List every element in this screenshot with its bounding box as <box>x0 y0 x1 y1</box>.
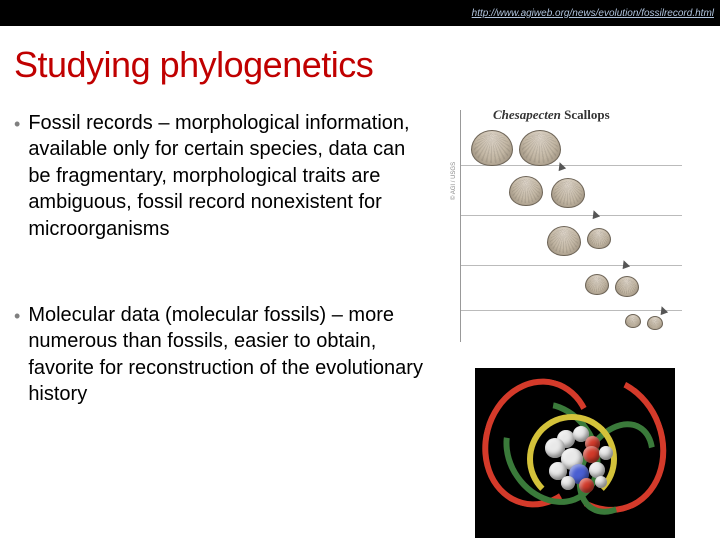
shell-icon <box>615 276 639 297</box>
top-bar: http://www.agiweb.org/news/evolution/fos… <box>0 0 720 26</box>
content-area: • Fossil records – morphological informa… <box>0 110 720 538</box>
bullet-text: Molecular data (molecular fossils) – mor… <box>28 302 430 408</box>
source-link[interactable]: http://www.agiweb.org/news/evolution/fos… <box>472 8 714 19</box>
bullet-marker-icon: • <box>14 305 20 329</box>
stratum-line <box>461 215 682 216</box>
stratum-line <box>461 310 682 311</box>
arrow-icon <box>556 161 566 171</box>
bullet-text: Fossil records – morphological informati… <box>28 110 430 242</box>
atom-icon <box>599 446 613 460</box>
scallop-figure-title: Chesapecten Scallops <box>493 107 610 123</box>
shell-icon <box>587 228 611 249</box>
scallop-figure: Chesapecten Scallops © AGI / USGS <box>460 110 690 342</box>
scallop-title-italic: Chesapecten <box>493 107 561 122</box>
shell-icon <box>625 314 641 328</box>
slide-title: Studying phylogenetics <box>14 44 720 86</box>
shell-icon <box>551 178 585 208</box>
atom-icon <box>579 478 594 493</box>
stratum-line <box>461 265 682 266</box>
image-column: Chesapecten Scallops © AGI / USGS <box>430 110 720 538</box>
arrow-icon <box>590 209 600 219</box>
figure-credit: © AGI / USGS <box>451 162 457 200</box>
arrow-icon <box>658 305 668 315</box>
bullet-item: • Fossil records – morphological informa… <box>14 110 430 242</box>
bullet-item: • Molecular data (molecular fossils) – m… <box>14 302 430 408</box>
atom-icon <box>583 446 600 463</box>
shell-icon <box>509 176 543 206</box>
shell-icon <box>647 316 663 330</box>
protein-figure <box>475 368 675 538</box>
shell-icon <box>471 130 513 166</box>
shell-icon <box>547 226 581 256</box>
bullet-marker-icon: • <box>14 113 20 137</box>
atom-icon <box>595 476 607 488</box>
shell-icon <box>585 274 609 295</box>
scallop-title-rest: Scallops <box>561 107 610 122</box>
atom-icon <box>561 476 575 490</box>
shell-icon <box>519 130 561 166</box>
ligand-atoms <box>539 426 629 506</box>
arrow-icon <box>620 259 630 269</box>
text-column: • Fossil records – morphological informa… <box>0 110 430 538</box>
